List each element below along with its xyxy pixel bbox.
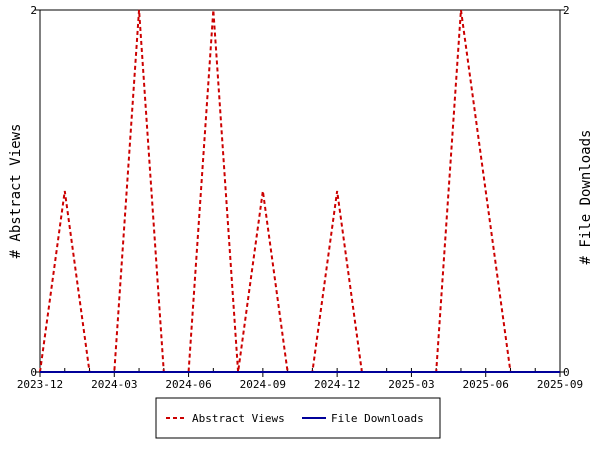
left-axis-title: # Abstract Views	[8, 124, 24, 259]
legend-label-abstract-views: Abstract Views	[192, 412, 285, 425]
legend-label-file-downloads: File Downloads	[331, 412, 424, 425]
x-tick-label: 2025-03	[388, 378, 434, 391]
x-tick-label: 2024-09	[240, 378, 286, 391]
y-left-tick-label: 2	[30, 4, 37, 17]
y-right-tick-label: 2	[563, 4, 570, 17]
plot-area	[39, 9, 561, 373]
x-tick-label: 2025-06	[463, 378, 509, 391]
x-tick-label: 2023-12	[17, 378, 63, 391]
right-axis-title: # File Downloads	[578, 130, 594, 265]
x-tick-label: 2024-12	[314, 378, 360, 391]
x-tick-label: 2024-03	[91, 378, 137, 391]
legend: Abstract Views File Downloads	[155, 397, 441, 439]
x-tick-label: 2024-06	[165, 378, 211, 391]
y-right-tick-label: 0	[563, 366, 570, 379]
legend-box	[155, 397, 441, 439]
labels-group: 2023-12 2024-03 2024-06 2024-09 2024-12 2025-…	[17, 4, 583, 391]
x-tick-label: 2025-09	[537, 378, 583, 391]
series-group	[39, 9, 560, 373]
series-line-abstract-views	[39, 9, 560, 373]
y-left-tick-label: 0	[30, 366, 37, 379]
